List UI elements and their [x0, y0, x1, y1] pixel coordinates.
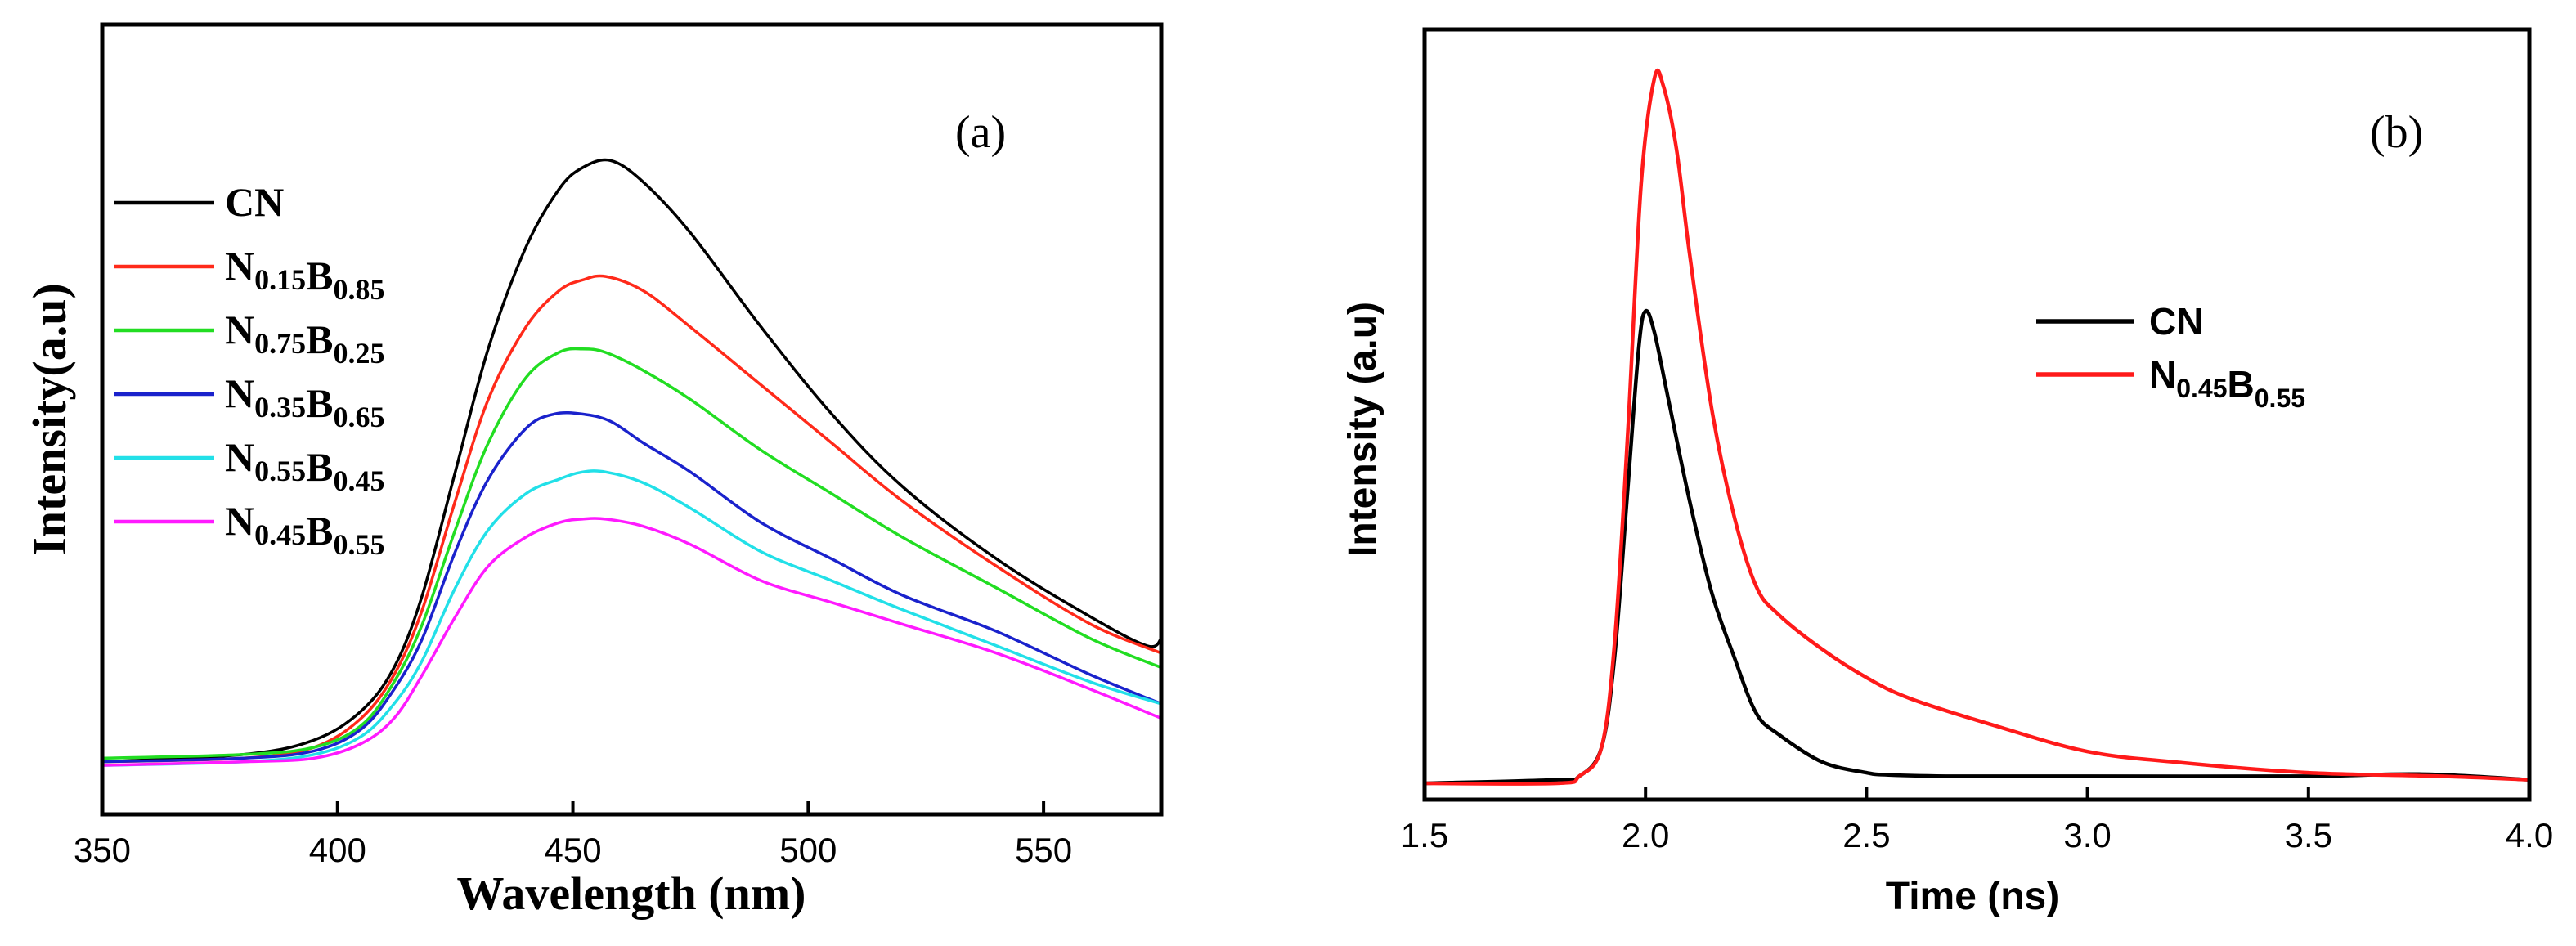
- panel-a-x-tick-label: 550: [1015, 831, 1072, 869]
- panel-a-x-tick-label: 350: [74, 831, 131, 869]
- panel-a-series-line-3: [101, 410, 1162, 764]
- panel-a-legend-label-5: N0.45B0.55: [225, 498, 384, 561]
- panel-a-y-axis-title: Intensity(a.u): [23, 283, 76, 556]
- panel-a-legend-label-3: N0.35B0.65: [225, 370, 384, 433]
- panel-b-x-tick-label: 1.5: [1401, 816, 1448, 854]
- panel-b-x-tick-label: 2.5: [1842, 816, 1890, 854]
- panel-a-series-lines: [101, 158, 1163, 767]
- panel-a-x-tick-label: 400: [309, 831, 366, 869]
- panel-a-frame: [100, 22, 1164, 817]
- panel-a-series-line-5: [101, 517, 1162, 767]
- panel-a-legend: CN N0.15B0.85N0.75B0.25N0.35B0.65N0.55B0.…: [114, 179, 384, 561]
- panel-b-legend-label-0: CN: [2149, 300, 2203, 343]
- panel-b-x-tick-label: 2.0: [1622, 816, 1669, 854]
- panel-b-legend-label-1: N0.45B0.55: [2149, 353, 2305, 413]
- panel-b-series-line-0: [1424, 308, 2530, 786]
- panel-b-legend: CN N0.45B0.55: [2036, 300, 2305, 413]
- panel-a-series-line-1: [101, 274, 1162, 764]
- panel-b-series-lines: [1424, 68, 2530, 786]
- panel-b-frame: [1422, 27, 2532, 802]
- panel-b-x-tick-label: 3.0: [2063, 816, 2111, 854]
- panel-a-series-line-2: [101, 347, 1162, 760]
- panel-b-x-axis-title: Time (ns): [1886, 875, 2059, 918]
- panel-b-x-tick-label: 3.5: [2285, 816, 2332, 854]
- panel-a-label: (a): [955, 107, 1006, 158]
- panel-a-legend-label-4: N0.55B0.45: [225, 434, 384, 497]
- panel-b-y-axis-title: Intensity (a.u): [1341, 302, 1384, 557]
- panel-b-label: (b): [2370, 107, 2423, 158]
- panel-a-x-ticks: 350 400 450 500 550: [74, 801, 1072, 869]
- panel-a-legend-label-2: N0.75B0.25: [225, 307, 384, 370]
- panel-b-x-ticks: 1.5 2.0 2.5 3.0 3.5 4.0: [1401, 787, 2553, 854]
- panel-b-x-tick-label: 4.0: [2506, 816, 2553, 854]
- panel-a-chart: 350 400 450 500 550 (a) Wavelength (nm) Inte…: [23, 22, 1164, 920]
- panel-a-legend-label-1: N0.15B0.85: [225, 243, 384, 306]
- panel-b-chart: 1.5 2.0 2.5 3.0 3.5 4.0 (b) Time (ns) Intensi…: [1341, 27, 2553, 918]
- panel-a-series-line-4: [101, 469, 1162, 767]
- panel-a-series-line-0: [101, 158, 1163, 764]
- panel-a-x-tick-label: 500: [779, 831, 837, 869]
- panel-a-legend-label-0: CN: [225, 179, 284, 225]
- panel-a-x-tick-label: 450: [545, 831, 602, 869]
- panel-a-x-axis-title: Wavelength (nm): [457, 867, 806, 920]
- panel-b-series-line-1: [1424, 68, 2530, 786]
